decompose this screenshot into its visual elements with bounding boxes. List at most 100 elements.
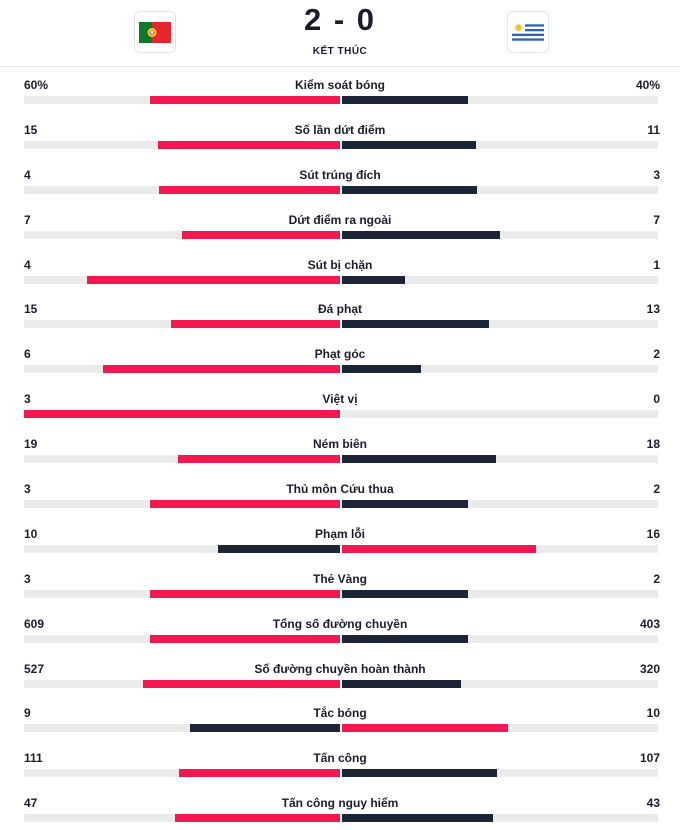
home-stat-value: 3 — [24, 571, 31, 586]
stat-row: 3 Thẻ Vàng 2 — [0, 561, 680, 606]
away-stat-value: 43 — [646, 796, 660, 811]
away-stat-value: 2 — [653, 571, 660, 586]
home-stat-bar — [103, 365, 340, 374]
away-stat-track — [342, 455, 658, 464]
home-stat-track — [24, 455, 340, 464]
stat-row: 4 Sút bị chặn 1 — [0, 247, 680, 292]
home-stat-bar — [218, 544, 340, 553]
away-stat-bar — [342, 500, 469, 509]
home-stat-bar — [150, 589, 340, 598]
away-stat-track — [342, 769, 658, 778]
away-stat-value: 403 — [639, 616, 660, 631]
home-stat-value: 111 — [24, 751, 43, 766]
away-stat-value: 16 — [646, 526, 660, 541]
stat-row: 10 Phạm lỗi 16 — [0, 516, 680, 561]
home-stat-value: 4 — [24, 257, 31, 272]
home-stat-value: 7 — [24, 212, 31, 227]
home-stat-bar — [157, 140, 340, 149]
home-stat-track — [24, 320, 340, 329]
away-stat-track — [342, 96, 658, 104]
home-stat-bar — [179, 769, 340, 778]
home-stat-bar — [159, 185, 340, 194]
home-stat-value: 3 — [24, 392, 31, 407]
home-stat-value: 10 — [24, 526, 38, 541]
away-stat-track — [342, 185, 658, 194]
home-stat-bar — [190, 724, 340, 733]
home-stat-bar — [149, 634, 340, 643]
home-stat-value: 527 — [24, 661, 45, 676]
away-stat-bar — [342, 814, 493, 823]
away-stat-value: 2 — [653, 347, 660, 362]
home-stat-value: 4 — [24, 167, 31, 182]
away-stat-track — [342, 320, 658, 329]
away-stat-bar — [342, 634, 468, 643]
away-stat-value: 11 — [647, 122, 660, 137]
home-stat-value: 15 — [24, 122, 38, 137]
home-stat-value: 47 — [24, 796, 38, 811]
stat-row: 3 Thủ môn Cứu thua 2 — [0, 471, 680, 516]
home-stat-track — [24, 365, 340, 374]
stat-label: Tấn công nguy hiểm — [281, 796, 399, 811]
away-stat-bar — [342, 230, 500, 239]
stat-row: 4 Sút trúng đích 3 — [0, 157, 680, 202]
home-stat-value: 15 — [24, 302, 38, 317]
home-stat-bar — [177, 455, 340, 464]
home-stat-value: 6 — [24, 347, 31, 362]
stat-label: Thủ môn Cứu thua — [286, 482, 394, 497]
away-stat-value: 13 — [646, 302, 660, 317]
stat-row: 7 Dứt điểm ra ngoài 7 — [0, 202, 680, 247]
away-stat-value: 3 — [653, 167, 660, 182]
home-stat-bar — [24, 410, 340, 419]
home-stat-bar — [143, 679, 340, 688]
home-stat-track — [24, 96, 340, 104]
away-stat-bar — [342, 589, 469, 598]
stat-label: Kiểm soát bóng — [294, 78, 385, 92]
home-stat-track — [24, 185, 340, 194]
home-stat-bar — [170, 320, 340, 329]
away-stat-value: 0 — [653, 392, 660, 407]
away-stat-bar — [342, 544, 537, 553]
away-stat-bar — [342, 185, 478, 194]
stat-row: 15 Đá phạt 13 — [0, 291, 680, 336]
stat-label: Dứt điểm ra ngoài — [288, 212, 392, 227]
home-stat-bar — [87, 275, 340, 284]
away-stat-track — [342, 140, 658, 149]
away-stat-bar — [342, 275, 406, 284]
home-team-flag[interactable] — [134, 11, 176, 53]
stat-label: Số đường chuyền hoàn thành — [254, 661, 426, 676]
stat-row: 527 Số đường chuyền hoàn thành 320 — [0, 651, 680, 696]
stat-row: 19 Ném biên 18 — [0, 426, 680, 471]
match-stats-list: 60% Kiểm soát bóng 40% 15 Số lần dứt điểm 11 4… — [0, 67, 680, 830]
away-stat-bar — [342, 679, 462, 688]
match-score: 2 - 0 — [303, 2, 377, 37]
home-stat-value: 60% — [24, 78, 49, 92]
stat-row: 111 Tấn công 107 — [0, 740, 680, 785]
away-stat-value: 107 — [639, 751, 660, 766]
home-stat-value: 3 — [24, 482, 31, 497]
away-stat-value: 10 — [646, 706, 660, 721]
portugal-flag-icon — [139, 21, 171, 43]
home-stat-track — [24, 410, 340, 419]
away-stat-track — [342, 275, 658, 284]
stat-label: Phạt góc — [314, 347, 366, 362]
home-stat-track — [24, 140, 340, 149]
away-team-flag[interactable] — [507, 11, 549, 53]
stat-row: 9 Tắc bóng 10 — [0, 695, 680, 740]
home-stat-value: 609 — [24, 616, 45, 631]
away-stat-value: 18 — [646, 437, 660, 452]
stat-label: Tấn công — [313, 751, 367, 766]
home-stat-track — [24, 679, 340, 688]
home-stat-track — [24, 769, 340, 778]
stat-row: 47 Tấn công nguy hiểm 43 — [0, 785, 680, 830]
stat-label: Tắc bóng — [313, 706, 367, 721]
away-stat-track — [342, 724, 658, 733]
away-stat-track — [342, 230, 658, 239]
stat-label: Tổng số đường chuyền — [272, 616, 408, 631]
match-status: KẾT THÚC — [312, 46, 368, 57]
away-stat-track — [342, 634, 658, 643]
away-stat-value: 320 — [639, 661, 660, 676]
away-stat-value: 40% — [635, 78, 660, 92]
home-stat-bar — [182, 230, 340, 239]
home-stat-bar — [150, 500, 340, 509]
away-stat-bar — [342, 769, 498, 778]
